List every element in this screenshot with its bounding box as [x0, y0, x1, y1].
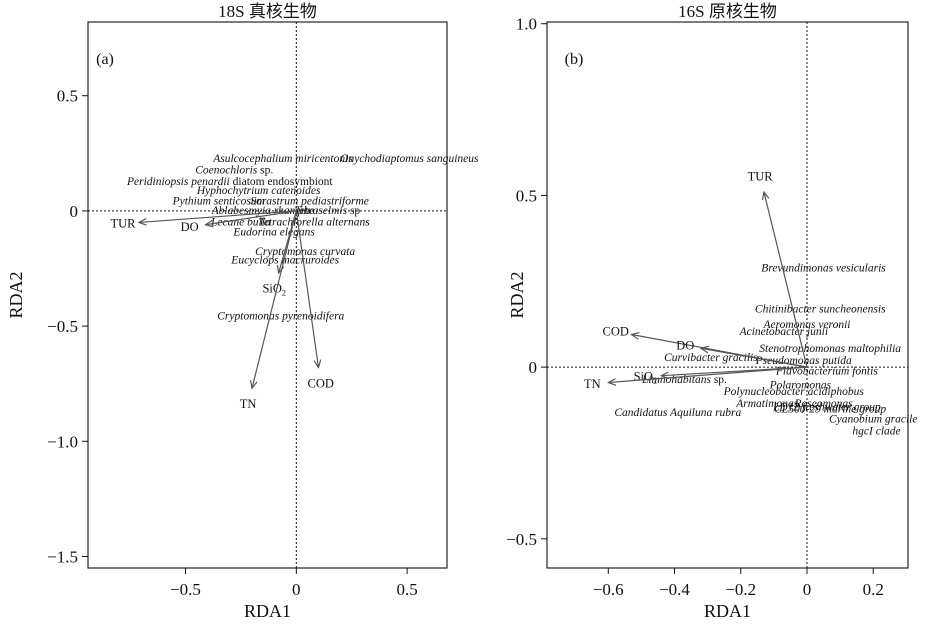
panel-letter: (a) [96, 51, 114, 68]
env-vector-label: TUR [748, 169, 774, 183]
y-axis-label: RDA2 [6, 271, 26, 318]
species-label: Lecane bulla [210, 216, 271, 228]
y-tick-label: 0 [529, 358, 538, 377]
species-label: Pythium senticosum [172, 196, 265, 208]
species-label: Pseudomonas putida [755, 355, 852, 367]
species-label: Eucyclops macruroides [230, 254, 339, 266]
env-vector-cod [295, 210, 318, 368]
species-label: Peridiniopsis penardii diatom endosymbio… [126, 176, 333, 188]
y-tick-label: 0 [70, 202, 79, 221]
y-tick-label: −1.5 [47, 547, 78, 566]
species-label: Tetrachlorella alternans [258, 216, 370, 228]
species-label: Acinetobacter junii [739, 326, 828, 338]
x-axis-label: RDA1 [244, 601, 291, 621]
x-tick-label: −0.2 [725, 580, 756, 599]
species-label: Stenotrophomonas maltophilia [759, 343, 901, 355]
y-axis-label: RDA2 [507, 271, 527, 318]
species-label: Aeromonas veronii [762, 319, 850, 331]
plot-frame [546, 21, 909, 569]
species-label: Ablabesmyia rhamphe [211, 205, 315, 217]
species-label: LD12 freshwater group [772, 402, 881, 414]
env-vector-label: TN [584, 377, 601, 391]
species-label: Cyanobium gracile [829, 414, 917, 426]
chart-title: 18S 真核生物 [218, 2, 317, 21]
env-vector-tn [252, 210, 297, 388]
env-vector-tur [139, 210, 297, 223]
species-label: Sorastrum pediastriforme [250, 196, 369, 208]
env-vector-label: COD [308, 376, 334, 390]
species-label: Limnohabitans sp. [641, 374, 727, 386]
env-vector-tur [764, 192, 808, 368]
species-label: Curvibacter gracilis [664, 352, 758, 364]
x-tick-label: 0 [803, 580, 812, 599]
species-label: Chitinibacter suncheonensis [755, 304, 886, 316]
y-tick-label: 0.5 [516, 186, 537, 205]
y-tick-label: 0.5 [57, 87, 78, 106]
species-label: Coenochloris sp. [195, 164, 273, 176]
species-label: Polaromonas [769, 379, 832, 391]
species-label: Onychodiaptomus sanguineus [340, 153, 479, 165]
species-label: Cryptomonas curvata [255, 246, 355, 258]
plot-frame [87, 21, 448, 569]
y-tick-label: −1.0 [47, 432, 78, 451]
x-tick-label: −0.6 [593, 580, 624, 599]
panel-18s-eukaryotes: 18S 真核生物 (a) −0.5 0 0.5 0.5 0 −0.5 −1.0 −1.5 RDA1 R… [6, 2, 479, 621]
env-vector-label: TUR [111, 217, 137, 231]
species-label: Flavobacterium fontis [775, 366, 878, 378]
y-tick-label: −0.5 [506, 530, 537, 549]
env-vector-label: COD [603, 325, 629, 339]
env-vector-tn [608, 366, 808, 382]
species-label: Eudorina elegans [232, 227, 315, 239]
env-vector-label: SiO2 [262, 282, 285, 298]
env-vector-label: SiO2 [634, 370, 657, 386]
y-tick-label: −0.5 [47, 317, 78, 336]
species-label: Asulcocephalium miricentonis [212, 153, 353, 165]
y-tick-label: 1.0 [516, 15, 537, 34]
chart-title: 16S 原核生物 [678, 2, 777, 21]
species-label: Tetraselmis sp [294, 205, 360, 217]
x-tick-label: 0.5 [396, 580, 417, 599]
species-label: Hyphochytrium catenoides [196, 185, 321, 197]
x-axis-label: RDA1 [704, 601, 751, 621]
species-label: hgcI clade [852, 426, 900, 438]
env-vector-label: DO [676, 338, 694, 352]
species-label: Cryptomonas pyrenoidifera [217, 311, 344, 323]
species-label: CL500-29 marine group [774, 403, 886, 415]
env-vector-do [701, 348, 808, 368]
env-vector-label: DO [181, 220, 199, 234]
species-label: Armatimonas [735, 398, 799, 410]
x-tick-label: −0.5 [170, 580, 201, 599]
panel-letter: (b) [565, 51, 584, 68]
env-vector-do [205, 210, 297, 225]
x-tick-label: 0 [292, 580, 301, 599]
species-label: Candidatus Aquiluna rubra [614, 407, 741, 419]
species-label: Polynucleobacter acidiphobus [723, 386, 865, 398]
x-tick-label: 0.2 [863, 580, 884, 599]
species-label: Brevundimonas vesicularis [761, 263, 886, 275]
panel-16s-prokaryotes: 16S 原核生物 (b) −0.6 −0.4 −0.2 0 0.2 1.0 0.5 0 −0.5 RD… [506, 2, 917, 621]
species-label: Roseomonas [793, 398, 853, 410]
x-tick-label: −0.4 [659, 580, 690, 599]
env-vector-label: TN [240, 397, 257, 411]
